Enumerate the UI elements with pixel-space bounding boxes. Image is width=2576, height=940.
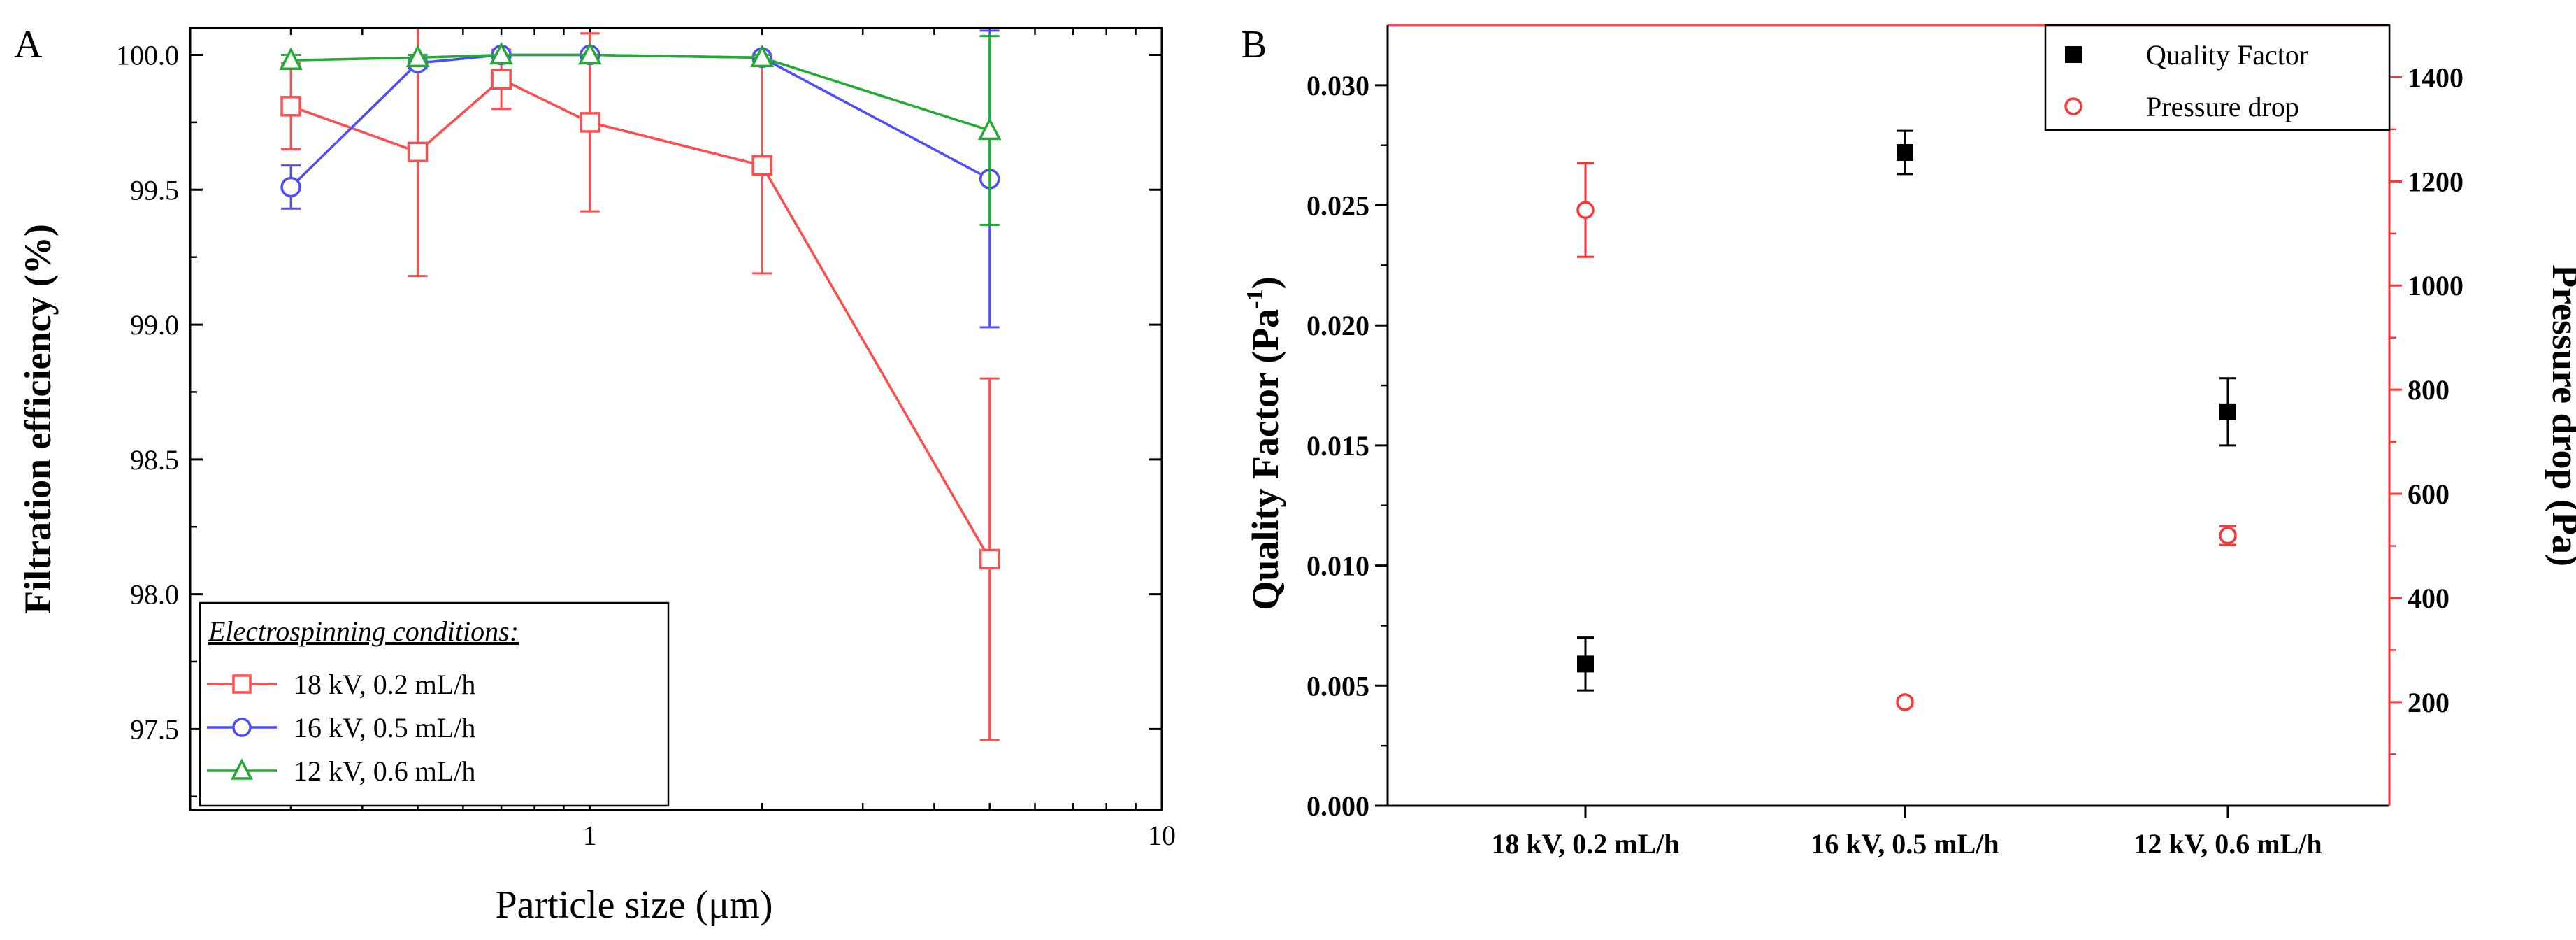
chart-b-point	[1577, 655, 1594, 673]
chart-a-y-tick-label: 98.0	[130, 579, 179, 611]
chart-a-series-line	[291, 53, 991, 132]
chart-b-left-tick-label: 0.030	[1307, 70, 1369, 101]
chart-a-series	[279, 27, 1002, 741]
chart-b-legend-marker-1	[2064, 97, 2082, 115]
chart-a-legend-box	[199, 601, 670, 807]
chart-b-left-tick-label: 0.025	[1307, 190, 1369, 222]
chart-a-frame	[189, 27, 1163, 811]
chart-b-left-axis-title: Quality Factor (Pa-1)	[1242, 276, 1286, 610]
chart-b-point	[1576, 201, 1595, 220]
chart-b-point	[2219, 526, 2237, 545]
chart-b-point	[1897, 143, 1913, 161]
chart-a-y-tick-label: 100.0	[116, 40, 179, 71]
chart-a-legend-label-0: 18 kV, 0.2 mL/h	[294, 669, 475, 700]
chart-a-y-tick-label: 98.5	[130, 444, 179, 476]
chart-b-right-tick-label: 1200	[2408, 166, 2463, 197]
panel-b-letter: B	[1241, 23, 1267, 66]
chart-a-point	[491, 69, 512, 90]
chart-b-right-tick-label: 1000	[2408, 270, 2463, 301]
chart-a-series-2	[279, 35, 1002, 226]
chart-b-left-tick-label: 0.010	[1307, 550, 1369, 582]
chart-a-legend-items: 18 kV, 0.2 mL/h 16 kV, 0.5 mL/h 12 kV, 0.6…	[207, 669, 475, 787]
chart-a-series-line	[290, 78, 991, 560]
chart-b-legend-box	[2044, 24, 2391, 131]
chart-b-left-tick-label: 0.015	[1307, 430, 1369, 462]
chart-b-left-tick-label: 0.005	[1307, 670, 1369, 702]
chart-a-point	[489, 41, 514, 65]
chart-a-legend-title: Electrospinning conditions:	[208, 615, 519, 647]
chart-a-point	[580, 112, 600, 133]
chart-b-legend-label-1: Pressure drop	[2146, 91, 2299, 122]
chart-a-x-axis-title: Particle size (μm)	[496, 883, 773, 927]
chart-a-legend-label-2: 12 kV, 0.6 mL/h	[294, 755, 475, 787]
panel-a-letter: A	[14, 23, 43, 66]
chart-b-left-tick-label: 0.020	[1307, 310, 1369, 341]
chart-b-series-1	[1576, 162, 2237, 711]
chart-a-y-tick-label: 97.5	[130, 713, 179, 745]
chart-b-left-tick-labels: 0.000 0.005 0.010 0.015 0.020 0.025 0.030	[1307, 70, 1388, 822]
chart-a-series-1	[280, 29, 1000, 329]
chart-a-point	[751, 155, 772, 176]
chart-b-right-tick-label: 800	[2408, 374, 2449, 406]
chart-a-x-tick-label: 1	[583, 820, 597, 851]
chart-b-legend: Quality Factor Pressure drop	[2044, 24, 2391, 131]
chart-b-category-labels: 18 kV, 0.2 mL/h 16 kV, 0.5 mL/h 12 kV, 0.6…	[1491, 806, 2322, 860]
chart-a-x-tick-labels: 1 10	[583, 820, 1176, 851]
chart-b-left-axis-title-main: Quality Factor (Pa	[1244, 309, 1286, 611]
chart-b-right-tick-labels: 200 400 600 800 1000 1200 1400	[2389, 62, 2463, 755]
chart-a-point	[979, 548, 1000, 570]
chart-b: 0.000 0.005 0.010 0.015 0.020 0.025 0.030 200 4…	[1242, 24, 2576, 860]
chart-b-legend-marker-0	[2065, 46, 2082, 63]
chart-b-series-0	[1577, 129, 2236, 692]
chart-b-right-tick-label: 200	[2408, 687, 2449, 718]
chart-b-point	[2219, 403, 2236, 420]
chart-a-point	[977, 117, 1002, 141]
chart-a-point	[280, 176, 301, 198]
chart-b-legend-items: Quality Factor Pressure drop	[2064, 39, 2308, 122]
chart-a-legend: Electrospinning conditions: 18 kV, 0.2 m…	[199, 601, 670, 807]
chart-a-legend-marker-1	[232, 718, 252, 737]
chart-a-y-tick-label: 99.5	[130, 174, 179, 206]
chart-a-legend-marker-2	[231, 758, 253, 780]
chart-a-x-tick-label: 10	[1148, 820, 1176, 851]
chart-b-right-tick-label: 400	[2408, 583, 2449, 614]
chart-b-category-label: 18 kV, 0.2 mL/h	[1491, 828, 1679, 860]
chart-b-category-label: 12 kV, 0.6 mL/h	[2134, 828, 2322, 860]
chart-a-point	[577, 41, 602, 65]
chart-b-right-tick-label: 600	[2408, 478, 2449, 510]
chart-b-legend-label-0: Quality Factor	[2146, 39, 2308, 71]
chart-a: 97.5 98.0 98.5 99.0 99.5 100.0 1 10 Filtration…	[17, 27, 1176, 927]
chart-b-point	[1896, 693, 1914, 711]
chart-b-right-axis-title: Pressure drop (Pa)	[2545, 264, 2576, 567]
chart-a-point	[407, 141, 429, 163]
chart-a-y-axis-title: Filtration efficiency (%)	[17, 224, 59, 614]
chart-a-point	[280, 96, 301, 117]
chart-a-legend-label-1: 16 kV, 0.5 mL/h	[294, 712, 475, 743]
chart-a-series-line	[289, 53, 991, 188]
chart-b-left-tick-label: 0.000	[1307, 790, 1369, 822]
chart-b-category-label: 16 kV, 0.5 mL/h	[1811, 828, 1999, 860]
chart-a-point	[750, 44, 775, 68]
chart-b-right-tick-label: 1400	[2408, 62, 2463, 93]
chart-a-y-tick-labels: 97.5 98.0 98.5 99.0 99.5 100.0	[116, 40, 179, 746]
chart-a-point	[405, 44, 430, 68]
chart-a-legend-marker-0	[232, 674, 252, 694]
chart-b-left-axis-title-end: )	[1244, 276, 1286, 289]
chart-b-series	[1576, 129, 2237, 711]
chart-b-left-axis-title-sup: -1	[1242, 289, 1268, 308]
chart-a-point	[279, 47, 303, 71]
chart-a-y-tick-label: 99.0	[130, 309, 179, 341]
